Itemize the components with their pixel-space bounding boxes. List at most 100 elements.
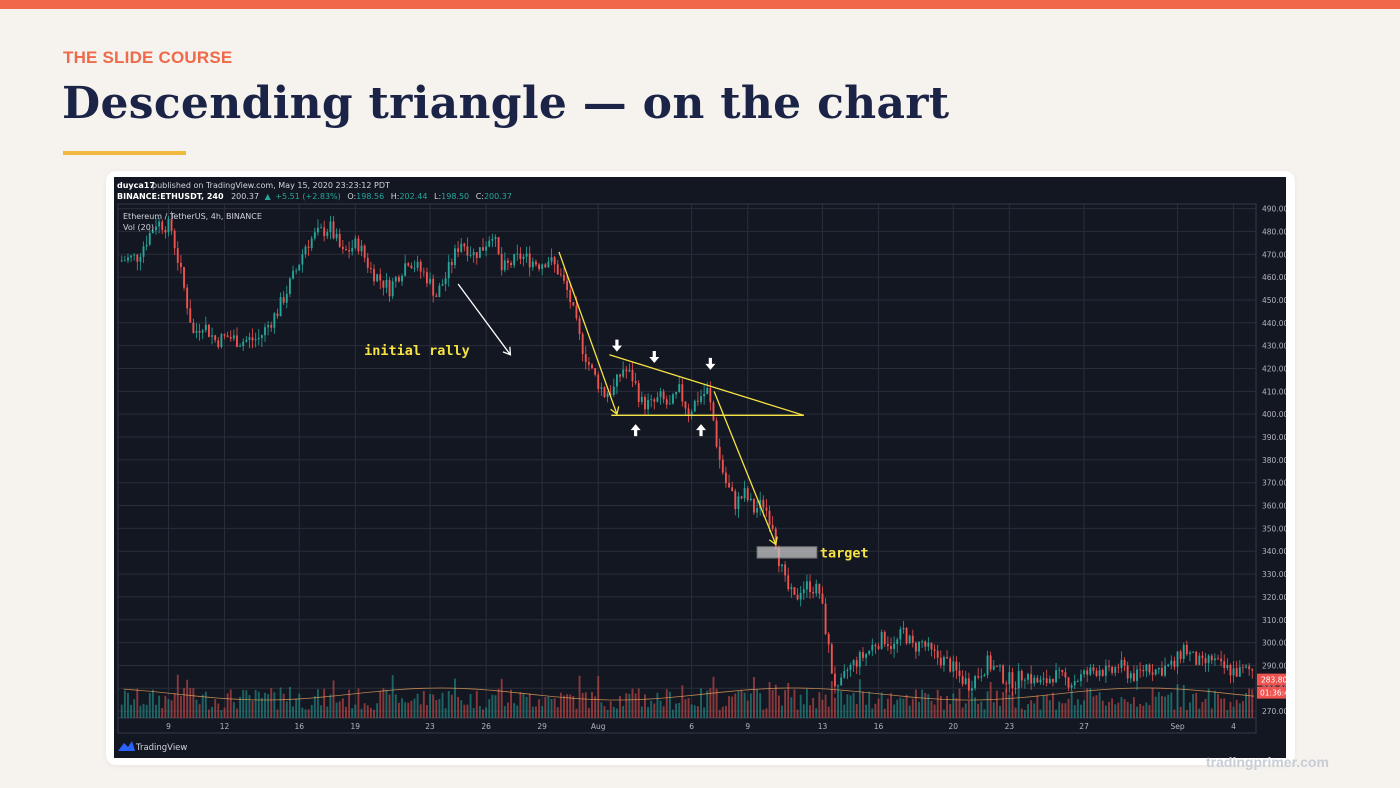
volume-bar bbox=[158, 695, 161, 718]
volume-bar bbox=[612, 706, 615, 718]
candle-body bbox=[1132, 673, 1135, 681]
volume-bar bbox=[1052, 692, 1054, 718]
volume-bar bbox=[338, 701, 341, 718]
volume-bar bbox=[457, 697, 460, 718]
candle-body bbox=[239, 346, 242, 347]
volume-bar bbox=[858, 679, 861, 718]
candle-body bbox=[503, 260, 506, 271]
candle-body bbox=[1179, 651, 1182, 659]
candle-body bbox=[173, 230, 176, 249]
volume-bar bbox=[862, 691, 864, 718]
candle-body bbox=[245, 339, 248, 342]
candle-body bbox=[541, 264, 544, 270]
candle-body bbox=[833, 673, 836, 687]
volume-bar bbox=[631, 688, 634, 718]
candle-body bbox=[753, 498, 755, 513]
volume-bar bbox=[1213, 690, 1216, 718]
volume-bar bbox=[1123, 699, 1126, 718]
candle-body bbox=[167, 218, 170, 233]
volume-bar bbox=[123, 690, 126, 718]
candle-body bbox=[1241, 667, 1244, 668]
y-tick-label: 420.00 bbox=[1262, 364, 1286, 373]
candle-body bbox=[397, 277, 400, 282]
candle-body bbox=[531, 261, 534, 268]
volume-bar bbox=[186, 679, 189, 718]
candle-body bbox=[977, 676, 980, 678]
candle-body bbox=[983, 674, 986, 677]
volume-bar bbox=[625, 693, 628, 718]
volume-bar bbox=[1101, 700, 1104, 718]
candle-body bbox=[768, 510, 771, 525]
volume-bar bbox=[326, 706, 329, 718]
candle-body bbox=[232, 335, 235, 339]
volume-bar bbox=[1061, 703, 1064, 718]
candle-body bbox=[615, 374, 618, 387]
candle-body bbox=[373, 268, 375, 282]
target-projection-line bbox=[713, 391, 777, 545]
volume-bar bbox=[164, 695, 167, 718]
candle-body bbox=[868, 650, 871, 655]
header-c: 200.37 bbox=[484, 192, 512, 201]
volume-bar bbox=[1011, 691, 1014, 718]
volume-bar bbox=[634, 693, 637, 718]
legend-instrument: Ethereum / TetherUS, 4h, BINANCE bbox=[123, 212, 262, 221]
volume-bar bbox=[394, 694, 397, 718]
volume-bar bbox=[264, 692, 266, 718]
volume-bar bbox=[435, 700, 438, 718]
volume-moving-average bbox=[123, 687, 1255, 701]
candle-body bbox=[550, 257, 553, 262]
candle-body bbox=[516, 253, 519, 255]
volume-bar bbox=[1064, 703, 1067, 718]
volume-bar bbox=[1173, 709, 1176, 718]
header-h-label: H: bbox=[391, 192, 400, 201]
tradingview-logo-icon bbox=[118, 741, 135, 751]
candle-body bbox=[1076, 681, 1079, 682]
candle-body bbox=[1248, 666, 1251, 670]
candle-body bbox=[681, 384, 684, 402]
candle-body bbox=[208, 324, 210, 337]
volume-bar bbox=[930, 700, 933, 718]
candle-body bbox=[488, 240, 491, 247]
candle-body bbox=[672, 394, 674, 404]
volume-bar bbox=[743, 692, 746, 718]
candle-body bbox=[547, 261, 550, 268]
header-o: 198.56 bbox=[356, 192, 384, 201]
volume-bar bbox=[525, 696, 528, 718]
y-tick-label: 490.00 bbox=[1262, 205, 1286, 214]
y-tick-label: 360.00 bbox=[1262, 502, 1286, 511]
y-tick-label: 410.00 bbox=[1262, 387, 1286, 396]
candle-body bbox=[192, 322, 195, 333]
candle-body bbox=[914, 642, 917, 652]
candle-body bbox=[214, 335, 217, 341]
volume-bar bbox=[292, 706, 294, 718]
volume-bar bbox=[777, 695, 780, 718]
candle-body bbox=[354, 238, 357, 248]
candle-body bbox=[949, 658, 952, 672]
candle-body bbox=[640, 396, 643, 402]
candle-body bbox=[899, 629, 902, 640]
volume-bar bbox=[1192, 693, 1195, 718]
candle-body bbox=[513, 253, 516, 266]
volume-bar bbox=[1117, 702, 1120, 718]
volume-bar bbox=[964, 703, 967, 718]
resistance-touch-arrow-icon bbox=[705, 357, 716, 370]
candle-body bbox=[363, 245, 366, 258]
eth-price-chart: 490.00 480.00 470.00 460.00 450.00 440.00 430.… bbox=[114, 177, 1286, 758]
candle-body bbox=[351, 247, 354, 252]
candle-body bbox=[1064, 672, 1067, 678]
candle-body bbox=[718, 446, 721, 460]
candle-body bbox=[1117, 667, 1120, 669]
resistance-trendline bbox=[609, 354, 804, 416]
candle-body bbox=[1098, 670, 1101, 676]
candle-body bbox=[1080, 674, 1082, 682]
volume-bar bbox=[173, 693, 176, 718]
volume-bar bbox=[201, 694, 204, 718]
volume-bar bbox=[874, 703, 877, 718]
volume-bar bbox=[373, 709, 375, 718]
candle-body bbox=[1058, 669, 1061, 671]
volume-bar bbox=[1092, 696, 1095, 718]
header-change: +5.51 (+2.83%) bbox=[275, 192, 340, 201]
candle-body bbox=[1017, 670, 1020, 689]
candle-body bbox=[600, 387, 603, 389]
volume-bar bbox=[724, 705, 727, 718]
